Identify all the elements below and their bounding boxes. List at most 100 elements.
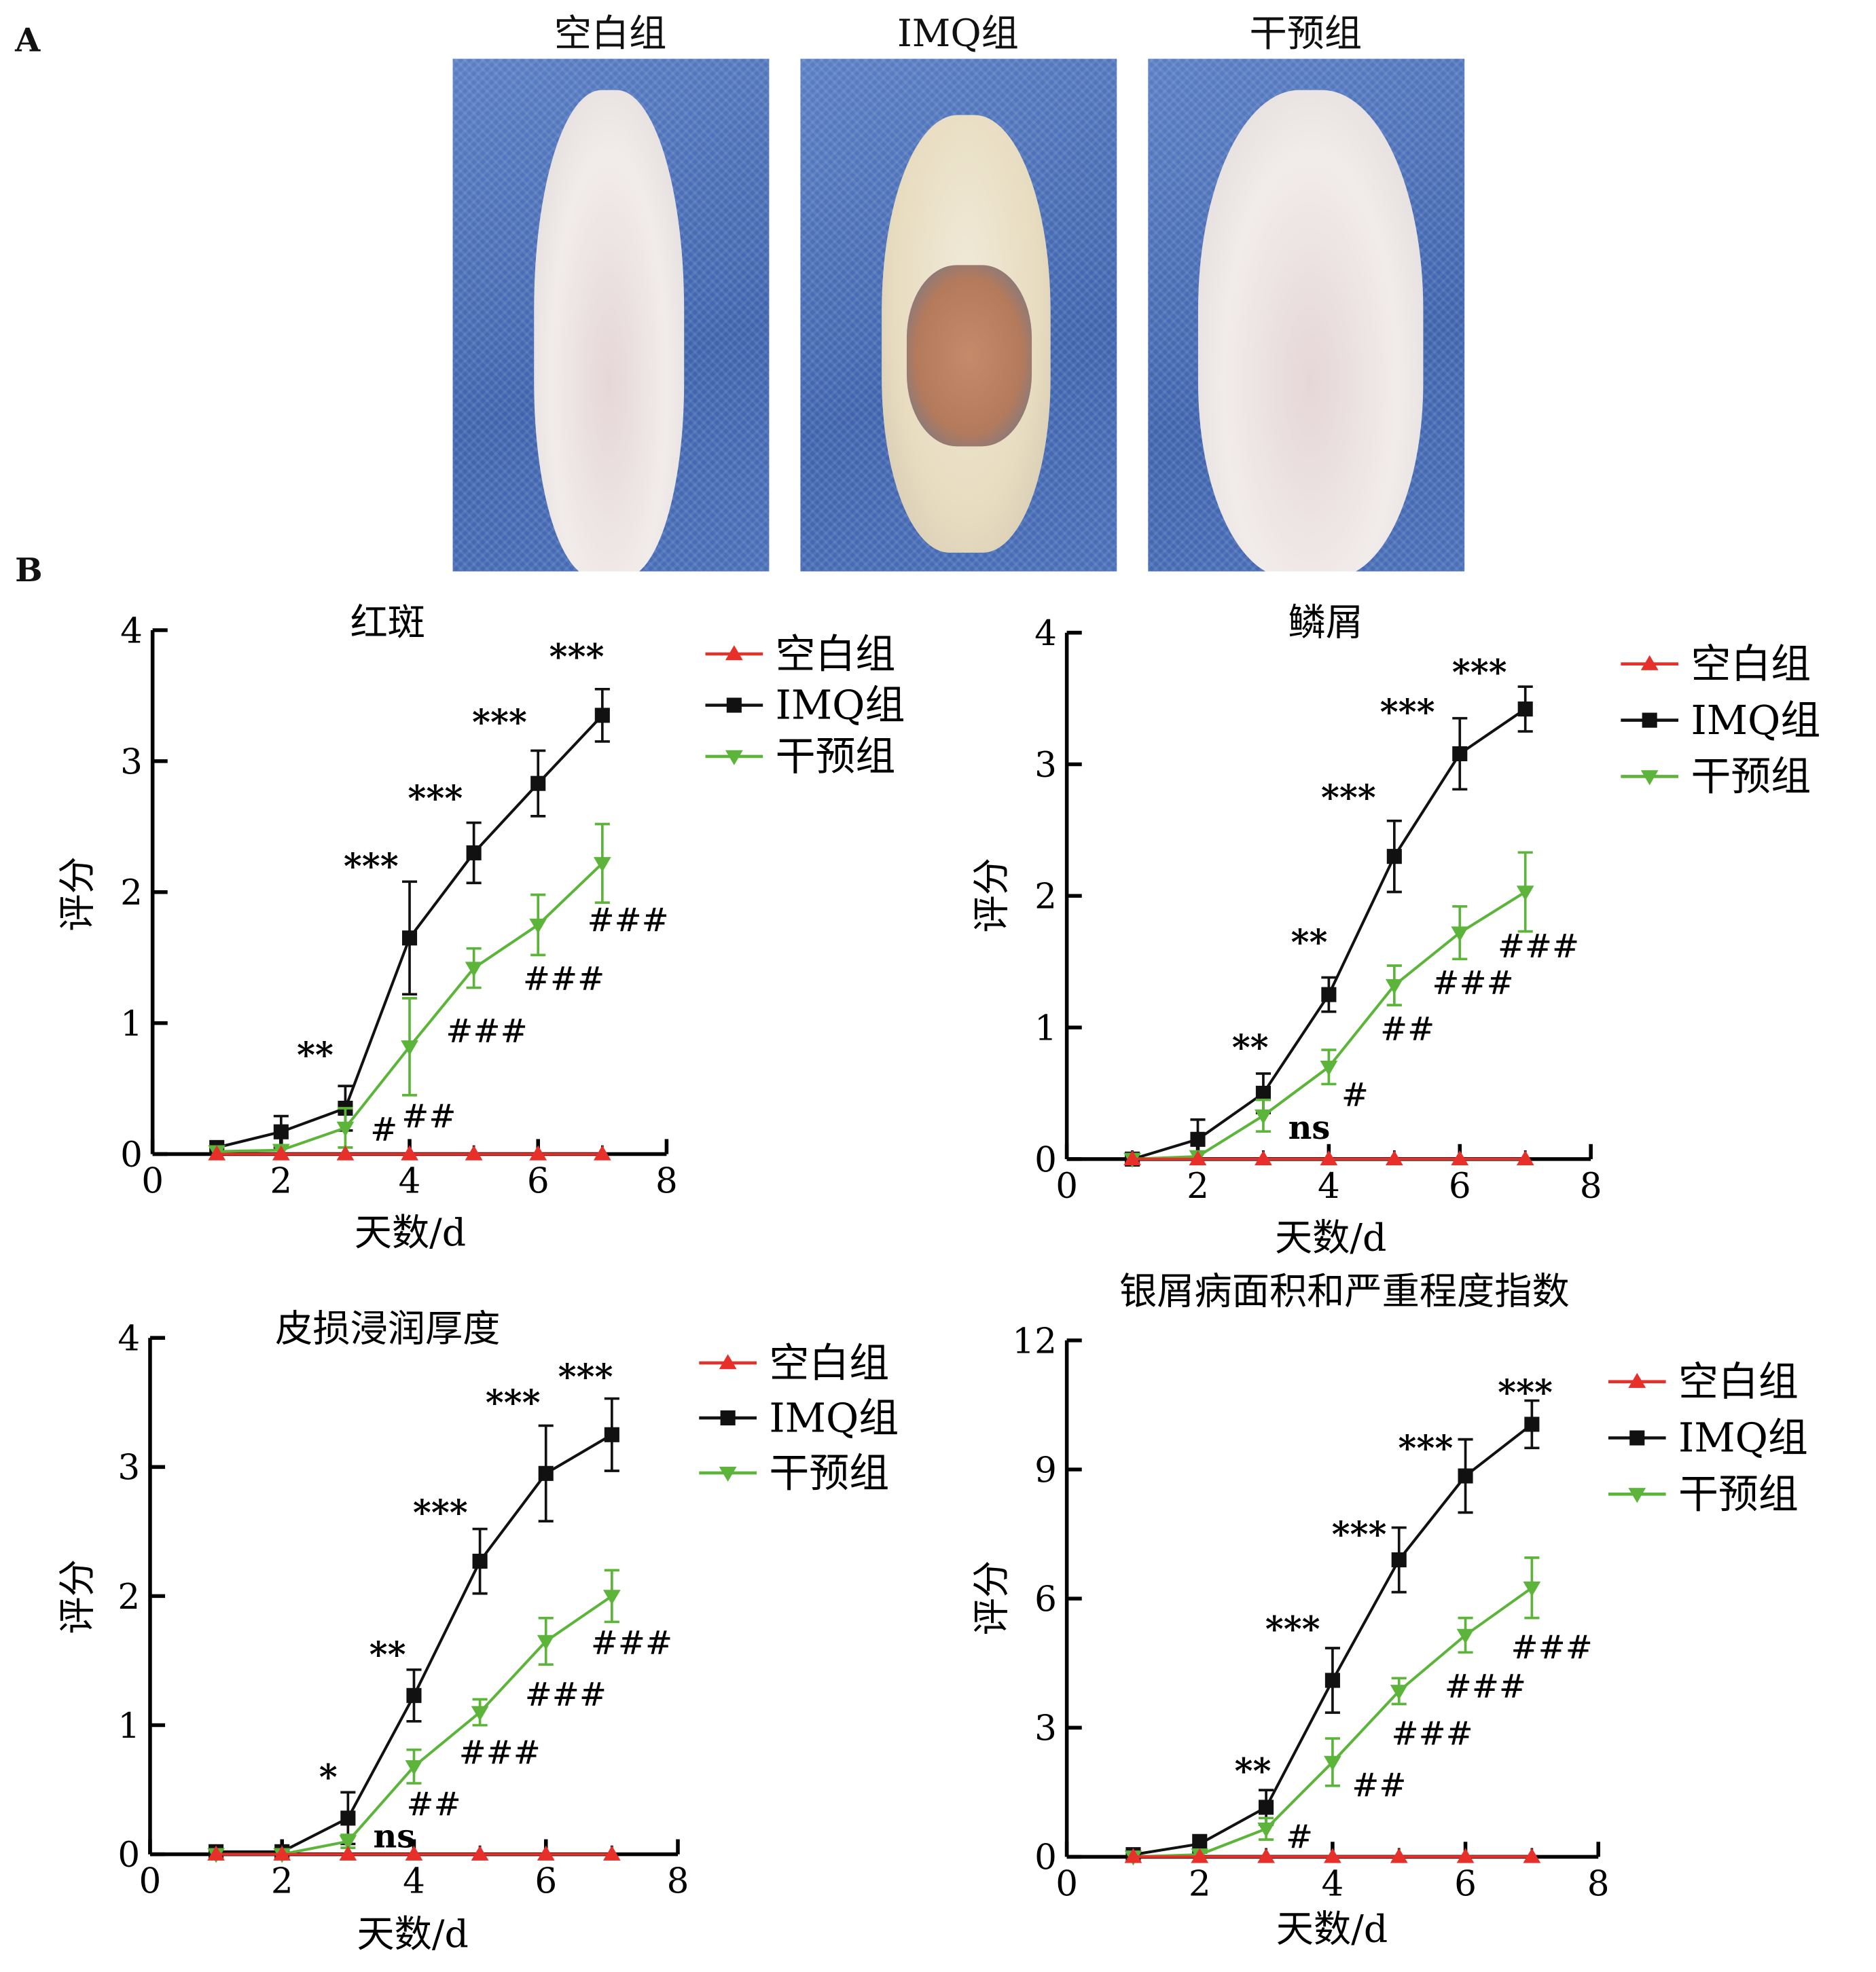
data-point xyxy=(1456,1628,1475,1644)
legend-marker-intervention xyxy=(725,750,743,765)
data-point xyxy=(273,1845,291,1861)
data-point xyxy=(1123,1150,1141,1166)
data-point xyxy=(272,1145,290,1161)
data-point xyxy=(472,1554,488,1569)
significance-label: # xyxy=(1286,1819,1313,1856)
significance-label: ** xyxy=(1235,1751,1271,1792)
data-point xyxy=(340,1810,356,1826)
legend-marker-intervention xyxy=(1640,770,1659,786)
data-point xyxy=(1456,1848,1475,1863)
series-blank xyxy=(207,1845,621,1861)
legend-marker-blank xyxy=(1628,1372,1646,1388)
data-point xyxy=(207,1845,225,1861)
data-point xyxy=(1451,1150,1469,1166)
significance-label: ### xyxy=(459,1734,541,1772)
significance-label: ** xyxy=(369,1635,406,1675)
data-point xyxy=(465,1145,483,1161)
data-point xyxy=(406,1687,422,1703)
data-point xyxy=(471,1845,489,1861)
photo-label-imq: IMQ组 xyxy=(897,12,1019,56)
significance-label: *** xyxy=(549,637,605,678)
data-point xyxy=(1385,979,1403,994)
legend-label-intervention: 干预组 xyxy=(769,1449,889,1496)
significance-label: ** xyxy=(1291,923,1327,964)
significance-label: *** xyxy=(472,702,527,743)
significance-label: *** xyxy=(1498,1372,1553,1413)
data-point xyxy=(401,1040,418,1056)
x-tick-label: 8 xyxy=(1580,1166,1602,1207)
significance-label: *** xyxy=(344,847,399,888)
significance-label: *** xyxy=(1265,1609,1320,1650)
x-tick-label: 0 xyxy=(139,1861,162,1902)
significance-label: ns xyxy=(373,1818,415,1856)
significance-label: ### xyxy=(587,902,668,939)
y-tick-label: 6 xyxy=(1034,1580,1057,1620)
x-tick-label: 4 xyxy=(1322,1863,1344,1904)
legend-marker-imq xyxy=(720,1410,736,1426)
significance-label: # xyxy=(1341,1076,1369,1114)
data-point xyxy=(401,1145,418,1161)
significance-label: ### xyxy=(1511,1629,1593,1666)
x-tick-label: 2 xyxy=(270,1161,292,1202)
x-tick-label: 2 xyxy=(1187,1166,1209,1207)
x-tick-label: 4 xyxy=(403,1861,425,1902)
data-point xyxy=(593,857,611,873)
significance-label: ### xyxy=(523,961,605,998)
x-axis-label: 天数/d xyxy=(357,1913,468,1956)
data-point xyxy=(1321,987,1337,1002)
data-point xyxy=(401,930,418,946)
significance-label: *** xyxy=(1452,653,1507,693)
data-point xyxy=(1191,1848,1209,1863)
significance-label: ### xyxy=(446,1013,527,1051)
x-axis-label: 天数/d xyxy=(355,1211,466,1255)
y-tick-label: 3 xyxy=(118,1448,140,1489)
x-tick-label: 6 xyxy=(1449,1166,1471,1207)
significance-label: *** xyxy=(1380,692,1435,733)
y-tick-label: 0 xyxy=(118,1835,140,1876)
y-tick-label: 2 xyxy=(1034,877,1057,917)
data-point xyxy=(1386,849,1402,864)
x-tick-label: 8 xyxy=(1587,1863,1610,1904)
data-point xyxy=(1523,1582,1541,1597)
x-tick-label: 8 xyxy=(667,1861,689,1902)
series-line xyxy=(1133,1423,1533,1857)
significance-label: ** xyxy=(1232,1028,1269,1069)
significance-label: ## xyxy=(401,1098,456,1135)
data-point xyxy=(602,1845,621,1861)
x-axis-label: 天数/d xyxy=(1276,1908,1388,1952)
x-tick-label: 8 xyxy=(655,1161,678,1202)
data-point xyxy=(339,1845,357,1861)
data-point xyxy=(529,1145,547,1161)
significance-label: *** xyxy=(408,778,463,819)
significance-label: * xyxy=(319,1757,338,1798)
series-imq xyxy=(1125,1399,1540,1863)
y-tick-label: 4 xyxy=(120,610,143,651)
x-tick-label: 2 xyxy=(1189,1863,1211,1904)
legend-label-intervention: 干预组 xyxy=(776,733,896,780)
legend-label-blank: 空白组 xyxy=(776,630,896,677)
data-point xyxy=(538,1465,554,1481)
y-tick-label: 3 xyxy=(1034,745,1057,786)
series-imq xyxy=(209,687,610,1155)
chart-title: 红斑 xyxy=(350,601,425,644)
data-point xyxy=(1452,746,1468,762)
y-axis-label: 评分 xyxy=(56,1559,100,1634)
series-blank xyxy=(208,1145,611,1161)
legend-label-imq: IMQ组 xyxy=(769,1394,899,1441)
y-tick-label: 2 xyxy=(120,873,143,913)
data-point xyxy=(1190,1131,1206,1147)
significance-label: ## xyxy=(1380,1011,1435,1048)
significance-label: ### xyxy=(1498,928,1579,965)
data-point xyxy=(336,1121,355,1137)
photo-label-blank: 空白组 xyxy=(554,12,667,56)
chart-title: 皮损浸润厚度 xyxy=(275,1308,500,1351)
significance-label: ### xyxy=(591,1624,672,1662)
data-point xyxy=(593,1145,611,1161)
y-tick-label: 4 xyxy=(118,1319,140,1359)
data-point xyxy=(1516,885,1534,901)
